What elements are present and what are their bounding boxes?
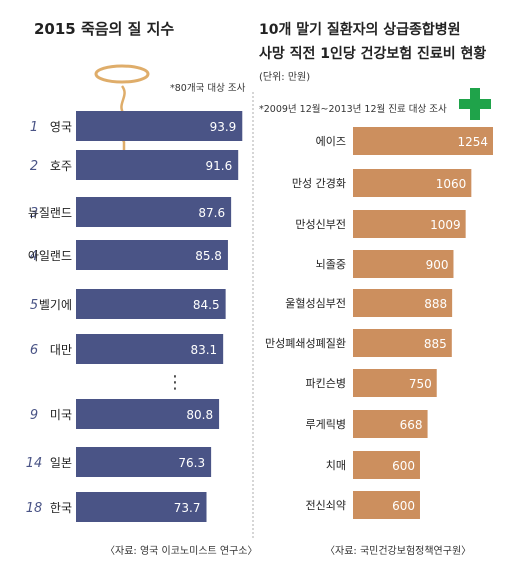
bar-만성 간경화 (353, 169, 472, 197)
bar-치매 (353, 451, 420, 479)
disease-label: 뇌졸중 (316, 258, 346, 271)
disease-label: 치매 (326, 459, 346, 472)
disease-label: 울혈성심부전 (285, 296, 346, 310)
rank-number: 14 (26, 456, 43, 471)
disease-label: 루게릭병 (306, 418, 346, 431)
country-label: 한국 (50, 501, 72, 515)
bar-파킨슨병 (353, 369, 437, 397)
rank-number: 1 (30, 120, 38, 135)
bar-value-label: 885 (424, 337, 447, 351)
right-source: 〈자료: 국민건강보험정책연구원〉 (325, 545, 471, 557)
country-label: 뉴질랜드 (28, 206, 72, 220)
bar-에이즈 (353, 127, 493, 155)
bar-value-label: 91.6 (205, 159, 232, 173)
bar-만성폐쇄성폐질환 (353, 329, 452, 357)
bar-아일랜드 (76, 240, 228, 270)
bar-뇌졸중 (353, 250, 454, 278)
bar-미국 (76, 399, 220, 429)
bar-value-label: 76.3 (178, 456, 205, 470)
rank-number: 9 (30, 408, 38, 423)
bar-value-label: 1254 (457, 135, 488, 149)
country-label: 미국 (50, 408, 72, 422)
medical-cross-icon (459, 88, 491, 120)
disease-label: 만성 간경화 (292, 177, 346, 190)
right-bar-chart: 에이즈 1254 만성 간경화 1060 만성신부전 1009 뇌졸중 900 울혈성심부전 88… (265, 127, 493, 519)
rank-number: 2 (30, 159, 38, 174)
country-label: 벨기에 (39, 298, 72, 312)
bar-value-label: 1060 (436, 177, 467, 191)
disease-label: 만성신부전 (295, 218, 346, 231)
bar-value-label: 93.9 (210, 120, 237, 134)
rank-number: 5 (30, 298, 38, 313)
country-label: 호주 (50, 159, 72, 173)
bar-value-label: 900 (426, 258, 449, 272)
rank-number: 18 (26, 501, 43, 516)
country-label: 대만 (50, 343, 72, 357)
bar-value-label: 600 (392, 459, 415, 473)
rank-number: 4 (30, 249, 38, 264)
bar-일본 (76, 447, 212, 477)
right-unit: (단위: 만원) (259, 70, 310, 83)
bar-value-label: 73.7 (174, 501, 201, 515)
bar-value-label: 87.6 (198, 206, 225, 220)
bar-전신쇠약 (353, 491, 420, 519)
bar-value-label: 668 (400, 418, 423, 432)
right-title-line1: 10개 말기 질환자의 상급종합병원 (259, 21, 461, 38)
bar-호주 (76, 150, 239, 180)
bar-영국 (76, 111, 243, 141)
bar-value-label: 1009 (430, 218, 461, 232)
left-note: *80개국 대상 조사 (170, 83, 246, 94)
rank-number: 6 (30, 343, 38, 358)
disease-label: 에이즈 (316, 135, 346, 148)
bar-value-label: 83.1 (190, 343, 217, 357)
rank-number: 3 (30, 206, 38, 221)
right-note: *2009년 12월~2013년 12월 진료 대상 조사 (259, 103, 447, 115)
country-label: 아일랜드 (28, 249, 72, 263)
bar-value-label: 888 (424, 297, 447, 311)
disease-label: 만성폐쇄성폐질환 (265, 337, 346, 350)
country-label: 영국 (50, 120, 72, 134)
country-label: 일본 (50, 456, 72, 470)
bar-대만 (76, 334, 224, 364)
bar-value-label: 750 (409, 377, 432, 391)
right-title-line2: 사망 직전 1인당 건강보험 진료비 현황 (259, 45, 486, 62)
bar-만성신부전 (353, 210, 466, 238)
bar-value-label: 600 (392, 499, 415, 513)
disease-label: 파킨슨병 (306, 377, 346, 390)
bar-value-label: 84.5 (193, 298, 220, 312)
left-source: 〈자료: 영국 이코노미스트 연구소〉 (105, 545, 258, 557)
bar-value-label: 80.8 (186, 408, 213, 422)
bar-루게릭병 (353, 410, 428, 438)
left-chart-title: 2015 죽음의 질 지수 (34, 20, 174, 38)
bar-울혈성심부전 (353, 289, 453, 317)
bar-벨기에 (76, 289, 226, 319)
bar-뉴질랜드 (76, 197, 232, 227)
bar-value-label: 85.8 (195, 249, 222, 263)
bar-한국 (76, 492, 207, 522)
disease-label: 전신쇠약 (306, 498, 346, 512)
list-ellipsis: ⋮ (166, 372, 184, 393)
